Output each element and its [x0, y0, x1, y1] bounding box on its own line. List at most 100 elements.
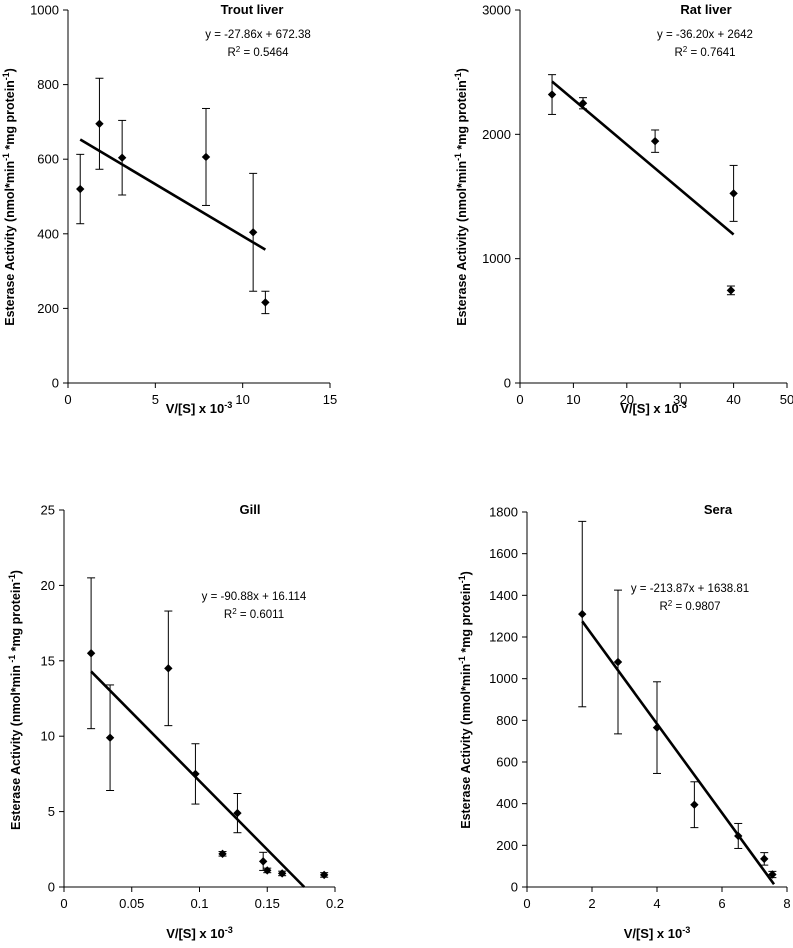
data-point: [263, 866, 272, 875]
r-squared-label: R2 = 0.6011: [224, 607, 284, 622]
y-tick-label: 800: [37, 77, 59, 92]
data-point: [95, 119, 104, 128]
data-point: [105, 733, 115, 742]
data-point: [652, 723, 662, 732]
chart-title: Sera: [704, 502, 733, 517]
data-point: [578, 609, 587, 619]
x-tick-label: 50: [780, 392, 793, 407]
y-tick-label: 0: [48, 880, 55, 895]
y-tick-label: 1200: [489, 630, 518, 645]
chart-panel-1: 0 200 400 600 800 1000 0 5 10 15 Trout liver y = -2…: [1, 2, 337, 416]
x-tick-label: 10: [235, 392, 249, 407]
fit-equation: y = -36.20x + 2642: [657, 29, 753, 41]
y-tick-label: 600: [496, 755, 518, 770]
y-axis-label: Esterase Activity (nmol*min-1 *mg protei…: [453, 68, 469, 326]
x-tick-label: 20: [620, 392, 634, 407]
y-tick-label: 5: [48, 804, 55, 819]
x-tick-label: 0: [60, 896, 67, 911]
x-axis-label: V/[S] x 10-3: [166, 400, 233, 416]
data-point: [86, 649, 96, 658]
y-tick-label: 200: [37, 301, 59, 316]
r-squared-label: R2 = 0.7641: [674, 45, 735, 60]
x-axis-label: V/[S] x 10-3: [166, 925, 233, 941]
data-point: [191, 769, 200, 779]
y-tick-label: 800: [496, 713, 518, 728]
x-tick-label: 8: [783, 896, 790, 911]
data-point: [76, 184, 85, 194]
y-tick-label: 400: [496, 796, 518, 811]
fit-equation: y = -27.86x + 672.38: [205, 29, 311, 41]
chart-title: Gill: [240, 502, 261, 517]
x-tick-label: 15: [323, 392, 337, 407]
y-tick-label: 600: [37, 152, 59, 167]
chart-title: Rat liver: [680, 2, 731, 17]
x-tick-label: 40: [726, 392, 740, 407]
regression-line: [79, 138, 267, 251]
data-point: [164, 664, 173, 673]
x-tick-label: 0.2: [326, 896, 344, 911]
chart-panel-2: 0 1000 2000 3000 0 10 20 30 40 50 Rat liver y = -36…: [453, 2, 793, 416]
regression-line: [90, 670, 306, 888]
chart-panel-3: 0 5 10 15 20 25 0 0.05 0.1 0.15 0.2 Gill y = -90.88x…: [7, 502, 344, 941]
data-point: [729, 189, 738, 198]
data-point: [258, 857, 268, 866]
y-tick-label: 1000: [30, 3, 59, 18]
x-tick-label: 0: [523, 896, 530, 911]
x-tick-label: 0: [516, 392, 523, 407]
fit-equation: y = -213.87x + 1638.81: [631, 583, 749, 595]
y-tick-label: 25: [41, 503, 55, 518]
x-tick-label: 0.1: [190, 896, 208, 911]
y-tick-label: 400: [37, 226, 59, 241]
x-tick-label: 30: [673, 392, 687, 407]
y-tick-label: 15: [41, 653, 55, 668]
data-point: [734, 831, 743, 841]
x-tick-label: 0: [64, 392, 71, 407]
x-tick-label: 0.05: [119, 896, 144, 911]
data-point: [613, 657, 623, 667]
data-point: [218, 849, 227, 859]
data-point: [726, 286, 736, 295]
data-point: [547, 90, 557, 99]
data-point: [233, 808, 242, 818]
fit-equation: y = -90.88x + 16.114: [202, 591, 307, 603]
chart-panel-4: 0 200 400 600 800 1000 1200 1400 1600 1800 0 2 4 6 8 Se…: [457, 502, 791, 941]
data-point: [277, 869, 287, 878]
x-tick-label: 4: [653, 896, 660, 911]
data-point: [261, 298, 270, 307]
data-point: [319, 870, 329, 880]
y-tick-label: 2000: [482, 127, 511, 142]
x-tick-label: 2: [588, 896, 595, 911]
data-point: [760, 854, 769, 864]
y-tick-label: 10: [41, 729, 55, 744]
y-tick-label: 0: [52, 376, 59, 391]
y-tick-label: 0: [511, 880, 518, 895]
x-tick-label: 0.15: [255, 896, 280, 911]
regression-line: [551, 80, 735, 236]
x-axis-label: V/[S] x 10-3: [624, 925, 691, 941]
y-tick-label: 3000: [482, 3, 511, 18]
y-tick-label: 1000: [482, 251, 511, 266]
data-point: [690, 800, 699, 809]
y-axis-label: Esterase Activity (nmol*min-1 *mg protei…: [457, 571, 473, 829]
data-point: [768, 870, 777, 879]
y-tick-label: 200: [496, 838, 518, 853]
y-tick-label: 1600: [489, 546, 518, 561]
data-point: [117, 153, 127, 162]
x-tick-label: 5: [152, 392, 159, 407]
r-squared-label: R2 = 0.5464: [227, 45, 289, 60]
x-tick-label: 6: [718, 896, 725, 911]
chart-title: Trout liver: [221, 2, 284, 17]
y-axis-label: Esterase Activity (nmol*min -1 *mg prote…: [7, 570, 23, 830]
data-point: [201, 152, 211, 162]
y-tick-label: 1400: [489, 588, 518, 603]
y-axis-label: Esterase Activity (nmol*min-1 *mg protei…: [1, 68, 17, 326]
x-axis-label: V/[S] x 10-3: [620, 400, 687, 416]
data-point: [578, 99, 588, 108]
x-tick-label: 10: [566, 392, 580, 407]
y-tick-label: 1800: [489, 505, 518, 520]
data-point: [248, 228, 258, 237]
y-tick-label: 20: [41, 578, 55, 593]
y-tick-label: 1000: [489, 671, 518, 686]
regression-line: [581, 620, 776, 885]
